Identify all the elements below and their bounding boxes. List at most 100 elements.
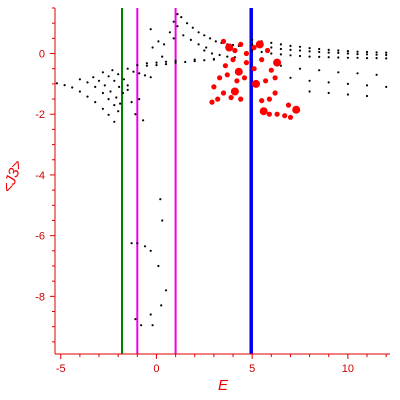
data-point [78, 90, 81, 93]
data-point [241, 75, 248, 81]
data-point [318, 55, 321, 59]
data-point [132, 70, 135, 73]
data-point [145, 64, 148, 67]
data-point [327, 48, 330, 52]
data-point [161, 55, 164, 58]
data-point [134, 318, 137, 321]
data-point [126, 67, 129, 70]
data-point [337, 56, 340, 59]
data-point [197, 43, 200, 46]
data-point [117, 73, 120, 76]
data-point [252, 79, 260, 88]
data-point [308, 50, 311, 53]
x-tick-label: -5 [56, 363, 66, 375]
data-point [138, 98, 141, 101]
data-point [174, 59, 177, 62]
data-point [365, 94, 369, 98]
data-point [272, 90, 278, 96]
data-point [298, 45, 302, 48]
data-point [220, 90, 227, 96]
data-point [130, 101, 133, 104]
data-point [356, 72, 359, 75]
data-point [103, 84, 106, 87]
y-tick-label: 0 [39, 49, 45, 61]
data-point [140, 324, 143, 327]
data-point [327, 81, 330, 84]
data-point [94, 101, 97, 104]
data-point [71, 86, 74, 89]
data-point [164, 60, 168, 63]
data-point [308, 55, 311, 58]
data-point [385, 51, 388, 54]
data-point [164, 289, 168, 292]
data-point [298, 67, 302, 70]
data-point [230, 57, 236, 63]
data-point [270, 41, 273, 45]
data-point [197, 31, 200, 34]
data-point [186, 22, 189, 25]
data-point [115, 96, 118, 99]
data-point [97, 79, 101, 82]
data-point [259, 107, 268, 116]
data-point [134, 113, 137, 116]
data-point [107, 113, 110, 116]
data-point [365, 53, 369, 56]
data-point [279, 64, 282, 67]
data-point [209, 99, 215, 105]
data-point [270, 52, 273, 55]
data-point [268, 67, 274, 73]
data-point [356, 50, 359, 53]
x-axis-label: E [218, 377, 229, 394]
data-point [138, 72, 141, 75]
data-point [263, 78, 269, 84]
data-point [327, 91, 330, 95]
data-point [287, 114, 294, 120]
data-point [149, 76, 152, 79]
axes-layer: -5 0 5 10 0 -2 -4 -6 -8 [35, 7, 390, 375]
data-point [365, 84, 369, 87]
data-point [337, 51, 340, 55]
data-point [308, 79, 311, 82]
data-point [205, 46, 208, 49]
data-point [375, 73, 378, 76]
data-point [212, 57, 215, 61]
data-point [318, 47, 321, 51]
data-point [119, 102, 122, 105]
data-point [180, 16, 183, 19]
data-point [298, 49, 302, 52]
data-point [101, 91, 104, 95]
data-point [101, 71, 104, 74]
data-point [289, 54, 292, 57]
data-point [209, 37, 212, 40]
data-point [193, 58, 196, 61]
data-point [145, 62, 148, 65]
data-point [107, 98, 110, 101]
data-point [130, 242, 133, 245]
data-point [224, 72, 230, 78]
data-point [274, 111, 280, 117]
y-axis-label: <J3> [0, 158, 27, 195]
data-point [211, 84, 217, 90]
data-point [264, 47, 271, 54]
data-point [259, 57, 265, 63]
data-point [282, 113, 288, 119]
data-point [255, 40, 264, 49]
data-point [251, 38, 254, 42]
y-tick-label: -4 [35, 170, 45, 182]
data-point [160, 304, 163, 307]
data-point [273, 58, 282, 67]
data-point [222, 63, 228, 69]
data-point [149, 249, 152, 252]
data-point [111, 69, 114, 72]
data-point [356, 53, 359, 56]
data-point [346, 52, 349, 55]
data-point [172, 37, 175, 40]
x-tick-label: 10 [342, 363, 354, 375]
data-point [78, 78, 81, 81]
data-point [101, 107, 104, 110]
data-point [356, 56, 359, 59]
data-point [159, 198, 162, 201]
data-point [94, 85, 97, 88]
data-point [308, 47, 311, 50]
